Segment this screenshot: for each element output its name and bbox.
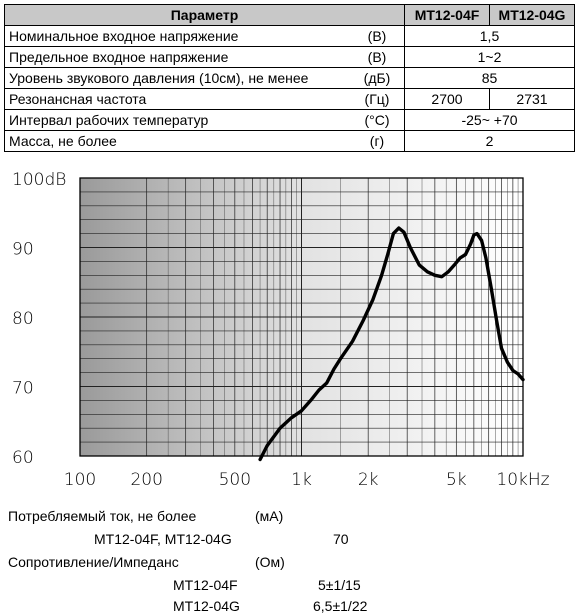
spec-table: Параметр MT12-04F MT12-04G Номинальное в… <box>4 4 575 152</box>
impedance-f-model: MT12-04F <box>173 577 238 593</box>
x-tick-label: 100 <box>64 470 96 490</box>
impedance-unit: (Ом) <box>255 554 285 570</box>
param-name: Резонансная частота <box>4 88 350 110</box>
param-value: 1~2 <box>404 46 575 68</box>
table-header-row: Параметр MT12-04F MT12-04G <box>4 4 575 26</box>
param-name: Масса, не более <box>4 130 350 152</box>
impedance-label: Сопротивление/Импеданс <box>8 554 179 570</box>
y-tick-label: 90 <box>12 240 34 260</box>
header-model-g: MT12-04G <box>489 4 575 26</box>
impedance-g-model: MT12-04G <box>173 598 240 614</box>
param-name: Интервал рабочих температур <box>4 109 350 131</box>
response-curve-line <box>258 226 525 462</box>
table-row: Резонансная частота (Гц) 2700 2731 <box>4 88 575 110</box>
param-unit: (Гц) <box>350 88 405 110</box>
current-unit: (мА) <box>255 508 284 524</box>
y-tick-label: 100dB <box>12 172 66 190</box>
impedance-f-value: 5±1/15 <box>318 577 361 593</box>
param-value: -25~ +70 <box>404 109 575 131</box>
current-value: 70 <box>333 531 349 547</box>
param-unit: (г) <box>350 130 405 152</box>
header-param: Параметр <box>4 4 405 26</box>
x-tick-label: 10kHz <box>496 470 549 490</box>
current-label: Потребляемый ток, не более <box>8 508 197 524</box>
param-unit: (В) <box>350 25 405 47</box>
param-unit: (В) <box>350 46 405 68</box>
param-unit: (°С) <box>350 109 405 131</box>
frequency-response-chart: 100 200 500 1k 2k 5k 10kHz 100dB 90 80 70 60 <box>12 172 550 490</box>
x-tick-label: 5k <box>446 470 467 490</box>
table-row: Уровень звукового давления (10см), не ме… <box>4 67 575 89</box>
y-tick-label: 70 <box>12 379 34 399</box>
table-row: Предельное входное напряжение (В) 1~2 <box>4 46 575 68</box>
param-name: Номинальное входное напряжение <box>4 25 350 47</box>
param-name: Уровень звукового давления (10см), не ме… <box>4 67 350 89</box>
x-tick-label: 500 <box>219 470 251 490</box>
impedance-g-value: 6,5±1/22 <box>313 598 368 614</box>
param-name: Предельное входное напряжение <box>4 46 350 68</box>
param-value: 2 <box>404 130 575 152</box>
param-value-f: 2700 <box>404 88 490 110</box>
table-row: Масса, не более (г) 2 <box>4 130 575 152</box>
x-tick-label: 200 <box>130 470 162 490</box>
y-tick-label: 80 <box>12 309 34 329</box>
param-value: 85 <box>404 67 575 89</box>
x-tick-label: 1k <box>291 470 312 490</box>
table-row: Номинальное входное напряжение (В) 1,5 <box>4 25 575 47</box>
param-unit: (дБ) <box>350 67 405 89</box>
plot-frame <box>79 177 524 457</box>
current-models: MT12-04F, MT12-04G <box>94 531 232 547</box>
x-tick-label: 2k <box>358 470 379 490</box>
param-value: 1,5 <box>404 25 575 47</box>
table-row: Интервал рабочих температур (°С) -25~ +7… <box>4 109 575 131</box>
y-tick-label: 60 <box>12 448 34 468</box>
header-model-f: MT12-04F <box>404 4 490 26</box>
param-value-g: 2731 <box>489 88 575 110</box>
